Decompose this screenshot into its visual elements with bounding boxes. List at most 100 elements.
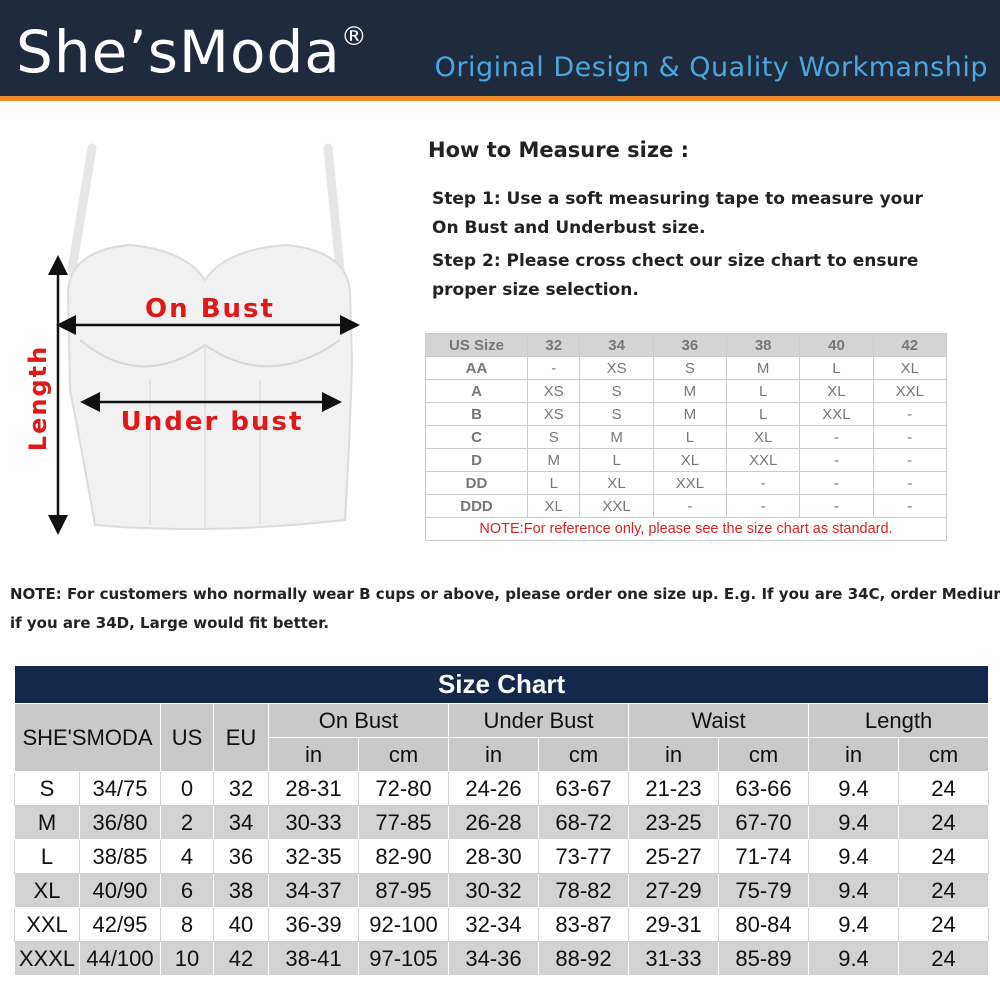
cup-cell: XXL — [799, 402, 874, 426]
how-to-measure-title: How to Measure size : — [428, 138, 690, 162]
cup-cell: XL — [652, 448, 728, 472]
cup-cell: XL — [799, 379, 874, 403]
cup-cell: M — [579, 425, 654, 449]
cup-cell: - — [799, 448, 874, 472]
cup-cell: XS — [526, 379, 581, 403]
cup-cell: M — [526, 448, 581, 472]
unit-header: in — [628, 737, 719, 772]
cup-cell: L — [579, 448, 654, 472]
size-cell: 42 — [213, 941, 269, 976]
cup-cell: XS — [526, 402, 581, 426]
fit-note-line-2: if you are 34D, Large would fit better. — [10, 614, 330, 632]
size-cell: M — [14, 805, 80, 840]
cup-header-cell: 42 — [872, 333, 948, 357]
size-cell: 27-29 — [628, 873, 719, 908]
size-cell: 40 — [213, 907, 269, 942]
cup-cell: B — [425, 402, 528, 426]
cup-cell: XL — [872, 356, 948, 380]
size-cell: 23-25 — [628, 805, 719, 840]
cup-cell: DD — [425, 471, 528, 495]
registered-mark: ® — [340, 22, 368, 52]
cup-cell: L — [726, 402, 801, 426]
cup-cell: M — [726, 356, 801, 380]
size-cell: 9.4 — [808, 771, 899, 806]
size-cell: 9.4 — [808, 805, 899, 840]
cup-header-cell: 34 — [579, 333, 654, 357]
size-cell: 78-82 — [538, 873, 629, 908]
size-cell: 82-90 — [358, 839, 449, 874]
cup-cell: M — [652, 402, 728, 426]
size-cell: 21-23 — [628, 771, 719, 806]
cup-cell: XXL — [872, 379, 948, 403]
cup-cell: - — [726, 471, 801, 495]
cup-cell: - — [872, 448, 948, 472]
cup-size-table: US Size 32 34 36 38 40 42 AA - XS S M L XL A XS S M L XL XX… — [425, 333, 948, 541]
group-on-bust: On Bust — [268, 703, 449, 738]
size-chart-title: Size Chart — [13, 665, 990, 704]
size-cell: 63-66 — [718, 771, 809, 806]
size-cell: 2 — [160, 805, 214, 840]
cup-table-row: B XS S M L XXL - — [425, 402, 948, 426]
size-cell: 24 — [897, 839, 990, 874]
size-cell: 36 — [213, 839, 269, 874]
cup-table-row: A XS S M L XL XXL — [425, 379, 948, 403]
size-cell: XXL — [14, 907, 80, 942]
cup-cell: - — [872, 494, 948, 518]
size-cell: 9.4 — [808, 941, 899, 976]
unit-header: in — [268, 737, 359, 772]
size-cell: 0 — [160, 771, 214, 806]
size-cell: 80-84 — [718, 907, 809, 942]
group-waist: Waist — [628, 703, 809, 738]
unit-header: cm — [358, 737, 449, 772]
size-cell: 30-33 — [268, 805, 359, 840]
brand-logo: She’sModa® — [16, 18, 368, 86]
unit-header: cm — [718, 737, 809, 772]
size-cell: 36/80 — [79, 805, 161, 840]
size-cell: 68-72 — [538, 805, 629, 840]
cup-cell: XL — [579, 471, 654, 495]
size-cell: XL — [14, 873, 80, 908]
size-cell: 28-31 — [268, 771, 359, 806]
size-cell: 10 — [160, 941, 214, 976]
unit-header: in — [448, 737, 539, 772]
cup-cell: - — [726, 494, 801, 518]
size-cell: 97-105 — [358, 941, 449, 976]
size-cell: 9.4 — [808, 907, 899, 942]
cup-cell: S — [579, 379, 654, 403]
size-cell: 42/95 — [79, 907, 161, 942]
size-cell: 40/90 — [79, 873, 161, 908]
cup-cell: L — [726, 379, 801, 403]
size-cell: 75-79 — [718, 873, 809, 908]
cup-cell: L — [526, 471, 581, 495]
size-cell: 34-36 — [448, 941, 539, 976]
size-cell: 24-26 — [448, 771, 539, 806]
size-cell: 77-85 — [358, 805, 449, 840]
size-cell: 63-67 — [538, 771, 629, 806]
cup-cell: - — [526, 356, 581, 380]
size-row: S 34/75 0 32 28-31 72-80 24-26 63-67 21-23 63-66 9… — [14, 771, 990, 806]
size-cell: 9.4 — [808, 839, 899, 874]
cup-cell: XS — [579, 356, 654, 380]
cup-table-header: US Size 32 34 36 38 40 42 — [425, 333, 948, 357]
cup-table-row: AA - XS S M L XL — [425, 356, 948, 380]
size-cell: 38/85 — [79, 839, 161, 874]
step-2-text: Step 2: Please cross chect our size char… — [432, 251, 919, 300]
size-cell: 30-32 — [448, 873, 539, 908]
cup-cell: S — [652, 356, 728, 380]
cup-header-cell: US Size — [425, 333, 528, 357]
cup-header-cell: 36 — [652, 333, 728, 357]
size-cell: 72-80 — [358, 771, 449, 806]
size-cell: 34-37 — [268, 873, 359, 908]
size-cell: 38 — [213, 873, 269, 908]
size-cell: L — [14, 839, 80, 874]
cup-cell: C — [425, 425, 528, 449]
cup-cell: XL — [526, 494, 581, 518]
size-cell: 8 — [160, 907, 214, 942]
cup-cell: AA — [425, 356, 528, 380]
size-cell: 92-100 — [358, 907, 449, 942]
size-cell: S — [14, 771, 80, 806]
brand-header: She’sModa® Original Design & Quality Wor… — [0, 0, 1000, 101]
size-row: XL 40/90 6 38 34-37 87-95 30-32 78-82 27-29 75-79… — [14, 873, 990, 908]
cup-header-cell: 32 — [526, 333, 581, 357]
cup-table-row: C S M L XL - - — [425, 425, 948, 449]
